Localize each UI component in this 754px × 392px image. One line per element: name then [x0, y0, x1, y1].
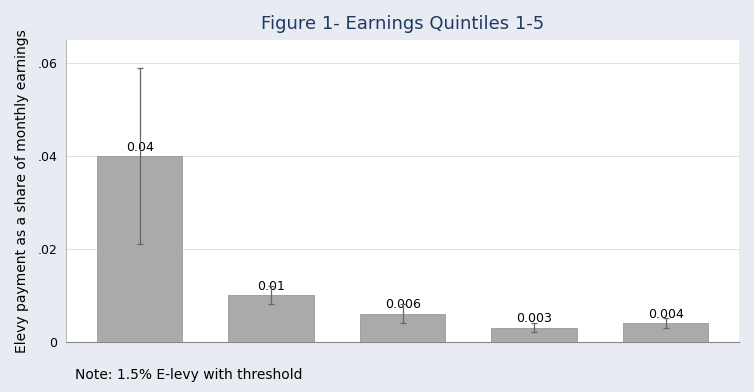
Bar	[360, 314, 446, 341]
Text: 0.004: 0.004	[648, 308, 684, 321]
Text: 0.003: 0.003	[516, 312, 552, 325]
Bar	[492, 328, 577, 341]
Bar	[623, 323, 709, 341]
Text: 0.01: 0.01	[257, 280, 285, 293]
Text: Note: 1.5% E-levy with threshold: Note: 1.5% E-levy with threshold	[75, 368, 303, 382]
Bar	[97, 156, 182, 341]
Bar	[228, 295, 314, 341]
Text: 0.04: 0.04	[126, 141, 154, 154]
Title: Figure 1- Earnings Quintiles 1-5: Figure 1- Earnings Quintiles 1-5	[261, 15, 544, 33]
Y-axis label: Elevy payment as a share of monthly earnings: Elevy payment as a share of monthly earn…	[15, 29, 29, 353]
Text: 0.006: 0.006	[385, 298, 421, 311]
